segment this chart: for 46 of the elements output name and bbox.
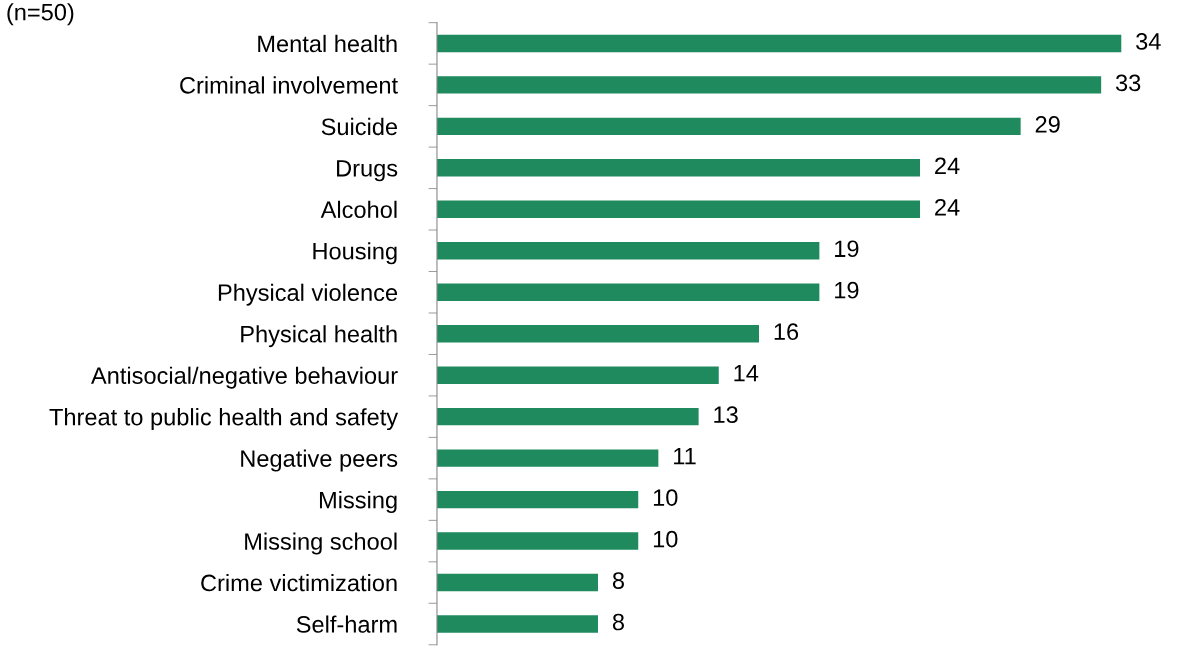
bar (436, 242, 820, 260)
data-label: 19 (835, 281, 859, 299)
y-tick-label: Crime victimization (201, 574, 397, 592)
bar (436, 159, 921, 177)
bar (436, 34, 1122, 53)
y-tick-label: Threat to public health and safety (49, 408, 399, 431)
data-label: 11 (674, 448, 696, 465)
data-label: 13 (714, 406, 738, 423)
bar (436, 532, 639, 550)
data-label: 24 (935, 198, 960, 216)
y-tick-label: Missing school (245, 532, 397, 555)
bar (436, 573, 598, 592)
data-label: 8 (612, 613, 624, 631)
y-tick-label: Suicide (321, 117, 398, 136)
y-tick-label: Self-harm (296, 615, 397, 633)
bar (436, 366, 719, 384)
y-tick-label: Missing (319, 491, 397, 514)
data-label: 29 (1035, 115, 1060, 133)
data-label: 10 (653, 530, 678, 548)
bar (436, 76, 1102, 94)
y-tick-label: Alcohol (320, 200, 397, 219)
data-label: 8 (612, 572, 624, 589)
data-label: 16 (774, 323, 799, 341)
y-tick-label: Antisocial/negative behaviour (91, 366, 398, 389)
bar (436, 615, 598, 633)
data-label: 10 (653, 489, 678, 506)
data-label: 24 (935, 157, 960, 174)
bar (436, 200, 921, 219)
bar (436, 449, 659, 467)
bar (436, 407, 699, 426)
y-tick-label: Drugs (337, 160, 398, 182)
bar (436, 490, 639, 509)
y-tick-label: Physical violence (218, 283, 398, 306)
data-label: 33 (1115, 74, 1141, 92)
data-label: 14 (734, 365, 759, 382)
data-label: 19 (835, 240, 859, 258)
y-tick-label: Negative peers (241, 449, 398, 472)
bar (436, 283, 820, 301)
y-tick-label: Criminal involvement (180, 76, 398, 94)
y-tick-label: Mental health (258, 34, 397, 53)
y-tick-label: Housing (313, 242, 397, 265)
data-label: 34 (1136, 33, 1161, 50)
bar (436, 325, 759, 343)
bar (436, 117, 1021, 136)
y-tick-label: Physical health (241, 325, 397, 348)
text: (n=50) (7, 3, 74, 26)
